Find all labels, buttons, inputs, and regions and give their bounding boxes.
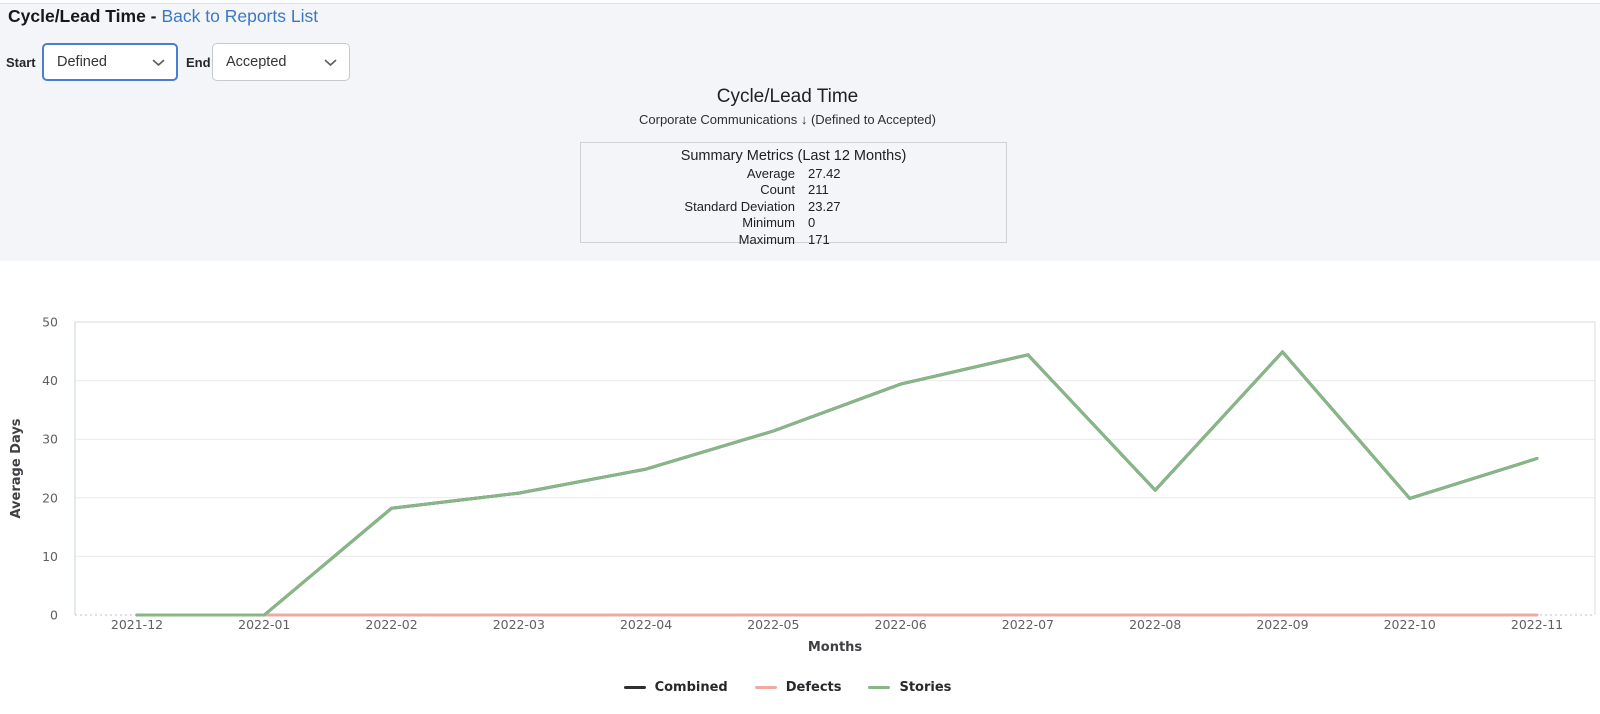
summary-row: Standard Deviation 23.27 [581, 199, 1006, 215]
x-tick-label: 2022-08 [1129, 617, 1181, 632]
x-tick-label: 2022-09 [1256, 617, 1308, 632]
y-tick-label: 10 [42, 549, 58, 564]
summary-metrics-box: Summary Metrics (Last 12 Months) Average… [580, 142, 1007, 247]
x-tick-label: 2022-03 [493, 617, 545, 632]
legend-item-defects[interactable]: Defects [754, 680, 842, 695]
chart-legend: Combined Defects Stories [0, 680, 1575, 695]
x-tick-label: 2022-01 [238, 617, 290, 632]
y-tick-label: 20 [42, 490, 58, 505]
end-select-wrap: Accepted [212, 43, 350, 81]
x-tick-label: 2022-10 [1384, 617, 1436, 632]
y-tick-label: 30 [42, 432, 58, 447]
x-tick-label: 2022-04 [620, 617, 672, 632]
top-border [0, 0, 1600, 4]
x-tick-label: 2022-05 [747, 617, 799, 632]
y-axis-title: Average Days [9, 418, 24, 518]
legend-item-stories[interactable]: Stories [868, 680, 951, 695]
summary-row-label: Maximum [738, 231, 795, 247]
start-label: Start [6, 55, 36, 70]
summary-row-value: 211 [808, 182, 829, 198]
cycle-time-chart: 0 10 20 30 40 50 2021-12 2022-01 2022-02 2022-03 2… [9, 315, 1596, 655]
legend-label: Defects [785, 680, 842, 695]
legend-label: Stories [899, 680, 952, 695]
summary-row-value: 171 [808, 231, 830, 247]
summary-row: Count 211 [581, 182, 1006, 198]
series-line-stories [135, 350, 1539, 617]
summary-row-label: Standard Deviation [684, 198, 795, 214]
x-tick-label: 2022-07 [1002, 617, 1054, 632]
summary-metrics-title: Summary Metrics (Last 12 Months) [680, 148, 907, 164]
x-tick-label: 2022-06 [875, 617, 927, 632]
x-tick-label: 2021-12 [111, 617, 163, 632]
summary-row-label: Average [746, 166, 795, 181]
page-title: Cycle/Lead Time - Back to Reports List [8, 6, 318, 27]
x-tick-label: 2022-02 [365, 617, 417, 632]
legend-label: Combined [654, 680, 728, 695]
start-select[interactable]: Defined [42, 43, 178, 81]
x-tick-label: 2022-11 [1511, 617, 1563, 632]
chart-panel: 0 10 20 30 40 50 2021-12 2022-01 2022-02 2022-03 2… [0, 261, 1600, 714]
x-axis-title: Months [808, 640, 863, 655]
y-tick-label: 0 [50, 608, 58, 623]
back-to-reports-link[interactable]: Back to Reports List [161, 6, 319, 26]
legend-swatch-icon [623, 686, 646, 689]
y-tick-label: 50 [42, 315, 58, 330]
summary-row-value: 0 [808, 215, 816, 231]
summary-row-label: Minimum [742, 215, 795, 231]
chart-header: Cycle/Lead Time Corporate Communications… [0, 86, 1575, 127]
end-label: End [186, 55, 211, 70]
summary-row: Maximum 171 [581, 232, 1006, 248]
summary-row-value: 27.42 [808, 166, 841, 181]
summary-row: Minimum 0 [581, 215, 1006, 231]
end-select[interactable]: Accepted [212, 43, 350, 81]
legend-swatch-icon [868, 686, 891, 689]
chart-subtitle: Corporate Communications ↓ (Defined to A… [639, 112, 936, 127]
legend-swatch-icon [754, 686, 777, 689]
summary-row: Average 27.42 [581, 166, 1006, 182]
chart-title: Cycle/Lead Time [716, 86, 859, 107]
series-line-combined [135, 350, 1539, 617]
summary-row-label: Count [760, 182, 795, 198]
legend-item-combined[interactable]: Combined [623, 680, 728, 695]
page-title-text: Cycle/Lead Time - [8, 6, 157, 26]
y-tick-label: 40 [42, 373, 58, 388]
start-select-wrap: Defined [42, 43, 178, 81]
summary-row-value: 23.27 [808, 198, 841, 214]
